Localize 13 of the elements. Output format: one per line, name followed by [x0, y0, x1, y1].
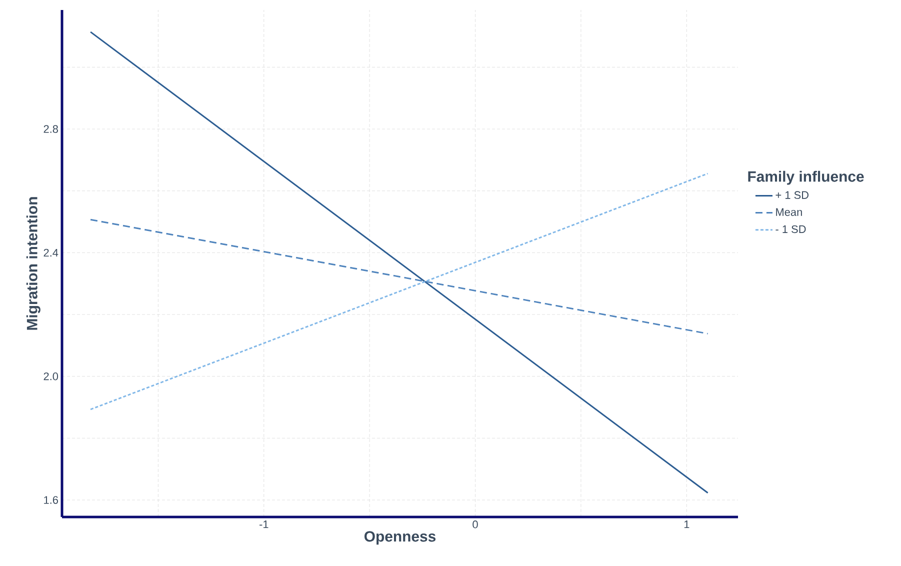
legend-label: Mean — [776, 208, 802, 216]
x-tick-label: 0 — [472, 520, 478, 528]
legend-label: + 1 SD — [776, 191, 808, 199]
x-tick-label: -1 — [259, 520, 268, 528]
y-tick-label: 2.0 — [44, 372, 58, 380]
legend-title: Family influence — [748, 170, 864, 185]
x-axis-title: Openness — [364, 531, 436, 545]
x-tick-label: 1 — [684, 520, 690, 528]
y-tick-label: 1.6 — [44, 496, 58, 504]
legend-label: - 1 SD — [776, 225, 806, 234]
y-axis-title: Migration intention — [26, 197, 40, 330]
y-tick-label: 2.8 — [44, 125, 58, 133]
y-tick-label: 2.4 — [44, 248, 58, 257]
